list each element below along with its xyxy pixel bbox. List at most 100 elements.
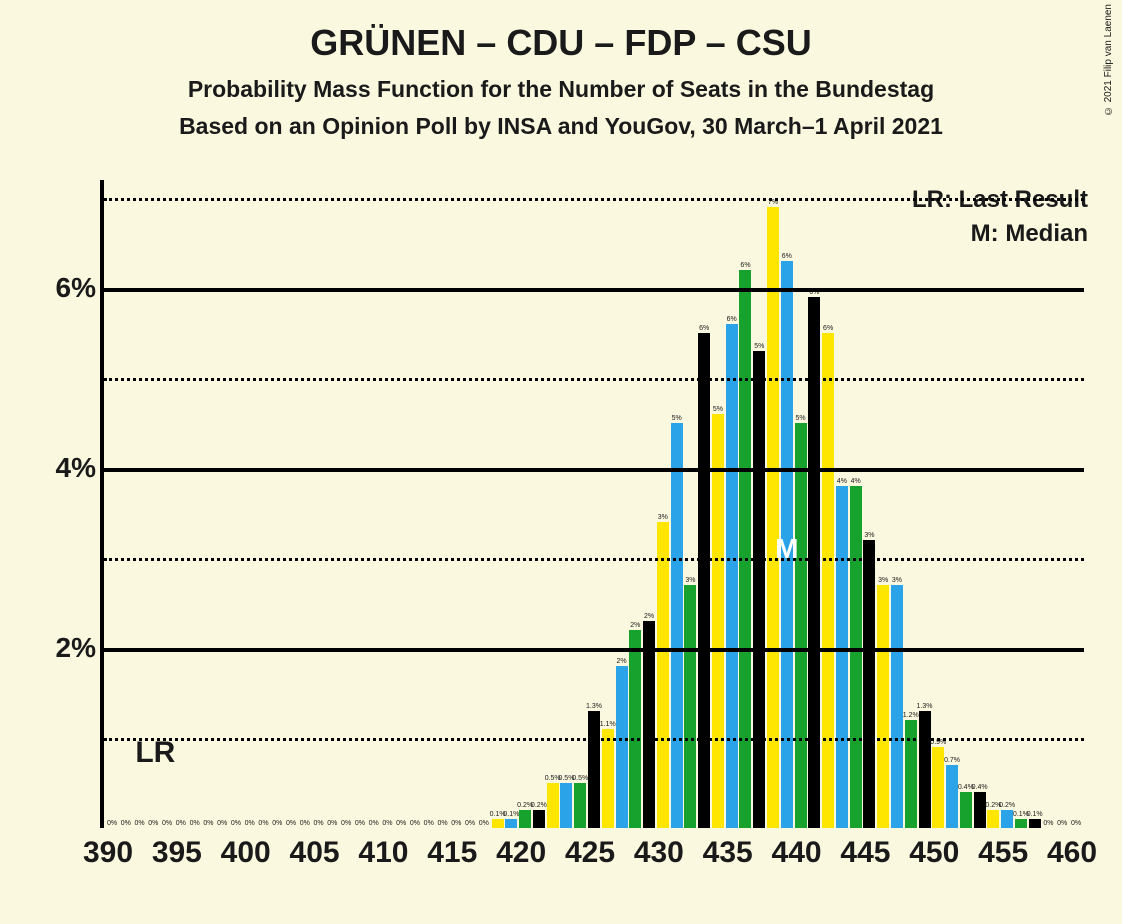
bar-value-label: 0%	[134, 820, 144, 827]
lr-marker: LR	[135, 736, 175, 770]
bar-value-label: 0%	[451, 820, 461, 827]
bar-value-label: 0%	[286, 820, 296, 827]
bar-value-label: 0.1%	[1027, 811, 1043, 818]
bar-value-label: 0%	[355, 820, 365, 827]
bar-value-label: 1.3%	[917, 703, 933, 710]
x-axis-label: 410	[358, 836, 408, 870]
chart-subtitle-2: Based on an Opinion Poll by INSA and You…	[0, 113, 1122, 140]
bar-value-label: 0%	[258, 820, 268, 827]
gridline-minor	[104, 198, 1084, 201]
bar	[560, 783, 572, 828]
bar	[753, 351, 765, 828]
bar	[492, 819, 504, 828]
bar	[960, 792, 972, 828]
bar-value-label: 3%	[864, 532, 874, 539]
bar-value-label: 0.5%	[572, 775, 588, 782]
x-axis-ticks: 3903954004054104154204254304354404454504…	[100, 836, 1122, 886]
bar	[1015, 819, 1027, 828]
bar	[946, 765, 958, 828]
bar-value-label: 0%	[341, 820, 351, 827]
bar	[519, 810, 531, 828]
bar	[616, 666, 628, 828]
bar-value-label: 4%	[851, 478, 861, 485]
bar-value-label: 0.1%	[503, 811, 519, 818]
bar-value-label: 0%	[176, 820, 186, 827]
bar-value-label: 0%	[190, 820, 200, 827]
y-axis-label: 4%	[46, 452, 96, 484]
bar-value-label: 1.1%	[600, 721, 616, 728]
bar	[629, 630, 641, 828]
x-axis-label: 440	[772, 836, 822, 870]
bar	[836, 486, 848, 828]
bar	[877, 585, 889, 828]
bar-value-label: 0.2%	[999, 802, 1015, 809]
bar-value-label: 0%	[162, 820, 172, 827]
bar	[905, 720, 917, 828]
bar	[1001, 810, 1013, 828]
bar	[932, 747, 944, 828]
bar-value-label: 0%	[410, 820, 420, 827]
bar-value-label: 0%	[396, 820, 406, 827]
bar-value-label: 1.2%	[903, 712, 919, 719]
bar-value-label: 6%	[823, 325, 833, 332]
bar-value-label: 0%	[424, 820, 434, 827]
bar-value-label: 0.7%	[944, 757, 960, 764]
bar-value-label: 0%	[382, 820, 392, 827]
bar-value-label: 3%	[685, 577, 695, 584]
plot: 0%0%0%0%0%0%0%0%0%0%0%0%0%0%0%0%0%0%0%0%…	[100, 180, 1084, 828]
bar-value-label: 3%	[658, 514, 668, 521]
bar-value-label: 2%	[630, 622, 640, 629]
bar	[712, 414, 724, 828]
bar-value-label: 6%	[740, 262, 750, 269]
bar-value-label: 1.3%	[586, 703, 602, 710]
bar-value-label: 2%	[644, 613, 654, 620]
bar-value-label: 4%	[837, 478, 847, 485]
gridline-minor	[104, 558, 1084, 561]
bar	[739, 270, 751, 828]
bar-value-label: 0%	[465, 820, 475, 827]
bar	[850, 486, 862, 828]
bar-value-label: 6%	[782, 253, 792, 260]
bar-value-label: 0%	[203, 820, 213, 827]
bar-value-label: 0%	[148, 820, 158, 827]
bar	[863, 540, 875, 828]
x-axis-label: 445	[840, 836, 890, 870]
bar-value-label: 5%	[796, 415, 806, 422]
bar-value-label: 0%	[479, 820, 489, 827]
bar	[726, 324, 738, 828]
bar-value-label: 0%	[1057, 820, 1067, 827]
bar	[891, 585, 903, 828]
chart-area: 0%0%0%0%0%0%0%0%0%0%0%0%0%0%0%0%0%0%0%0%…	[54, 180, 1084, 828]
copyright-text: © 2021 Filip van Laenen	[1103, 4, 1114, 116]
bar-value-label: 3%	[892, 577, 902, 584]
title-block: GRÜNEN – CDU – FDP – CSU Probability Mas…	[0, 0, 1122, 140]
x-axis-label: 390	[83, 836, 133, 870]
bar-value-label: 6%	[699, 325, 709, 332]
bar-value-label: 0%	[272, 820, 282, 827]
x-axis-label: 430	[634, 836, 684, 870]
gridline-major	[104, 288, 1084, 292]
bar-value-label: 5%	[754, 343, 764, 350]
y-axis-label: 6%	[46, 272, 96, 304]
bar	[547, 783, 559, 828]
chart-subtitle-1: Probability Mass Function for the Number…	[0, 76, 1122, 103]
bar-value-label: 6%	[727, 316, 737, 323]
bar	[588, 711, 600, 828]
bar-value-label: 5%	[713, 406, 723, 413]
bar-value-label: 2%	[616, 658, 626, 665]
bar	[767, 207, 779, 828]
bar	[643, 621, 655, 828]
bar	[505, 819, 517, 828]
x-axis-label: 450	[909, 836, 959, 870]
bar-value-label: 0.2%	[531, 802, 547, 809]
bar-value-label: 0%	[314, 820, 324, 827]
bar	[919, 711, 931, 828]
x-axis-label: 435	[703, 836, 753, 870]
x-axis-label: 455	[978, 836, 1028, 870]
bar-value-label: 0%	[327, 820, 337, 827]
bar-value-label: 0%	[437, 820, 447, 827]
bar-value-label: 0%	[107, 820, 117, 827]
gridline-major	[104, 468, 1084, 472]
bar-value-label: 3%	[878, 577, 888, 584]
x-axis-label: 460	[1047, 836, 1097, 870]
